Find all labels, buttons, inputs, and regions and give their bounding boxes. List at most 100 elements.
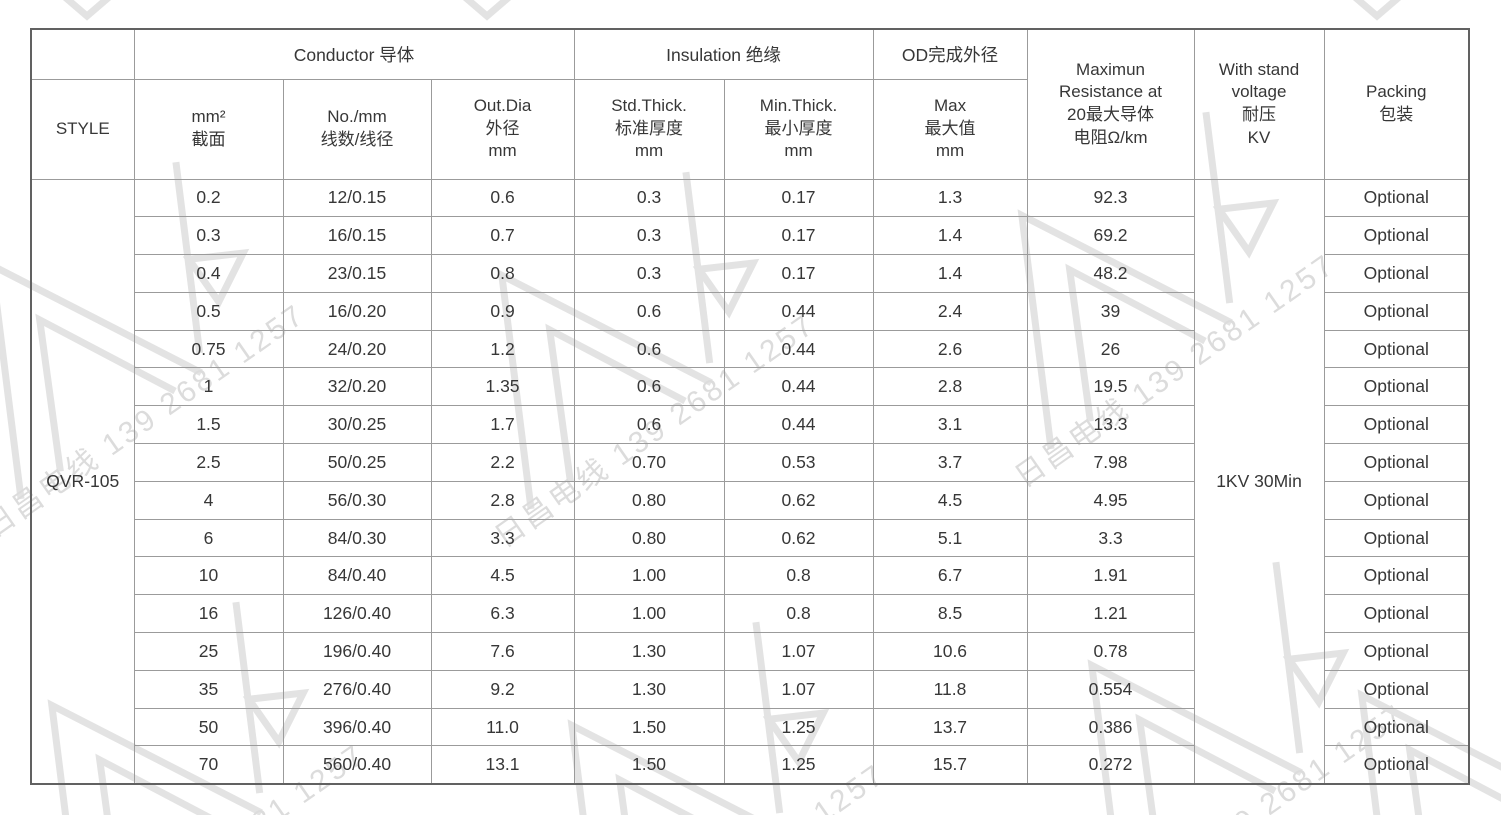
cell-std_thick: 0.6 [573, 405, 725, 445]
cell-min_thick: 0.17 [723, 254, 874, 293]
cell-min_thick: 0.44 [723, 405, 874, 445]
cell-mm2: 0.4 [133, 254, 284, 293]
cell-std_thick: 0.3 [573, 216, 725, 256]
cell-min_thick: 0.44 [723, 329, 874, 369]
cell-out_dia: 9.2 [430, 669, 575, 709]
cell-min_thick: 0.17 [723, 178, 874, 218]
cell-no_mm: 32/0.20 [282, 367, 432, 407]
cell-max_od: 2.6 [872, 329, 1028, 369]
cell-max_od: 1.4 [872, 254, 1028, 293]
cell-out_dia: 6.3 [430, 594, 575, 634]
cell-packing: Optional [1323, 556, 1470, 596]
cell-out_dia: 3.3 [430, 518, 575, 558]
cell-resistance: 92.3 [1026, 178, 1195, 218]
cell-packing: Optional [1323, 632, 1470, 671]
std-thick-header: Std.Thick. 标准厚度 mm [573, 78, 725, 180]
cell-resistance: 48.2 [1026, 254, 1195, 293]
cell-mm2: 2.5 [133, 443, 284, 482]
cell-max_od: 15.7 [872, 745, 1028, 785]
cell-no_mm: 16/0.20 [282, 291, 432, 331]
cell-no_mm: 396/0.40 [282, 707, 432, 747]
cell-mm2: 0.2 [133, 178, 284, 218]
cell-no_mm: 84/0.40 [282, 556, 432, 596]
cell-mm2: 35 [133, 669, 284, 709]
min-thick-header: Min.Thick. 最小厚度 mm [723, 78, 874, 180]
cell-resistance: 0.386 [1026, 707, 1195, 747]
cell-resistance: 0.272 [1026, 745, 1195, 785]
cell-packing: Optional [1323, 405, 1470, 445]
cell-no_mm: 16/0.15 [282, 216, 432, 256]
table-row: 6 84/0.30 3.3 0.80 0.62 5.1 3.3 Optional [31, 518, 1470, 558]
conductor-group-header: Conductor 导体 [133, 28, 575, 80]
cell-no_mm: 30/0.25 [282, 405, 432, 445]
cell-std_thick: 0.70 [573, 443, 725, 482]
cell-mm2: 50 [133, 707, 284, 747]
style-header: STYLE [30, 78, 135, 180]
cell-max_od: 6.7 [872, 556, 1028, 596]
cell-mm2: 6 [133, 518, 284, 558]
cell-mm2: 1.5 [133, 405, 284, 445]
cell-mm2: 1 [133, 367, 284, 407]
cell-out_dia: 2.8 [430, 480, 575, 520]
cell-max_od: 2.8 [872, 367, 1028, 407]
cell-resistance: 7.98 [1026, 443, 1195, 482]
cell-max_od: 5.1 [872, 518, 1028, 558]
cell-max_od: 8.5 [872, 594, 1028, 634]
cell-packing: Optional [1323, 329, 1470, 369]
cell-no_mm: 23/0.15 [282, 254, 432, 293]
cell-out_dia: 4.5 [430, 556, 575, 596]
cell-max_od: 11.8 [872, 669, 1028, 709]
cell-no_mm: 560/0.40 [282, 745, 432, 785]
cell-max_od: 13.7 [872, 707, 1028, 747]
cell-std_thick: 1.50 [573, 745, 725, 785]
watermark-triangle-tip-icon [1315, 0, 1435, 22]
cell-no_mm: 84/0.30 [282, 518, 432, 558]
cell-resistance: 0.554 [1026, 669, 1195, 709]
table-row: QVR-105 0.2 12/0.15 0.6 0.3 0.17 1.3 92.3 1KV 30… [30, 178, 1470, 785]
cell-no_mm: 50/0.25 [282, 443, 432, 482]
cell-max_od: 2.4 [872, 291, 1028, 331]
cell-resistance: 69.2 [1026, 216, 1195, 256]
watermark-triangle-tip-icon [25, 0, 145, 22]
cell-resistance: 39 [1026, 291, 1195, 331]
mm2-header: mm² 截面 [133, 78, 284, 180]
cell-std_thick: 0.3 [573, 178, 725, 218]
cell-mm2: 10 [133, 556, 284, 596]
header-columns-row: STYLE mm² 截面 No./mm 线数/线径 Out.Dia 外径 mm … [30, 78, 1469, 180]
cell-min_thick: 0.62 [723, 518, 874, 558]
cell-mm2: 0.5 [133, 291, 284, 331]
cell-packing: Optional [1323, 443, 1470, 482]
cell-resistance: 1.21 [1026, 594, 1195, 634]
cell-max_od: 3.1 [872, 405, 1028, 445]
cell-no_mm: 56/0.30 [282, 480, 432, 520]
cell-min_thick: 0.8 [723, 594, 874, 634]
cell-max_od: 10.6 [872, 632, 1028, 671]
cell-packing: Optional [1323, 367, 1470, 407]
cell-std_thick: 1.00 [573, 594, 725, 634]
cell-packing: Optional [1323, 480, 1470, 520]
cell-out_dia: 7.6 [430, 632, 575, 671]
cell-std_thick: 1.30 [573, 669, 725, 709]
cell-resistance: 0.78 [1026, 632, 1195, 671]
cell-mm2: 16 [133, 594, 284, 634]
withstand-header: With stand voltage 耐压 KV [1193, 28, 1325, 180]
cell-mm2: 4 [133, 480, 284, 520]
cell-min_thick: 0.44 [723, 291, 874, 331]
cell-out_dia: 0.8 [430, 254, 575, 293]
table-body: QVR-105 0.2 12/0.15 0.6 0.3 0.17 1.3 92.3 1KV 30… [30, 178, 1470, 785]
cell-packing: Optional [1323, 178, 1470, 218]
cell-max_od: 1.4 [872, 216, 1028, 256]
max-od-header: Max 最大值 mm [872, 78, 1028, 180]
cell-packing: Optional [1323, 594, 1470, 634]
cell-std_thick: 0.3 [573, 254, 725, 293]
cell-min_thick: 1.25 [723, 745, 874, 785]
cell-out_dia: 1.35 [430, 367, 575, 407]
cell-std_thick: 0.6 [573, 367, 725, 407]
resistance-header: Maximun Resistance at 20最大导体 电阻Ω/km [1026, 28, 1195, 180]
cell-mm2: 0.3 [133, 216, 284, 256]
cell-max_od: 4.5 [872, 480, 1028, 520]
cell-min_thick: 1.07 [723, 669, 874, 709]
cell-out_dia: 0.6 [430, 178, 575, 218]
cell-out_dia: 13.1 [430, 745, 575, 785]
cell-std_thick: 0.6 [573, 291, 725, 331]
